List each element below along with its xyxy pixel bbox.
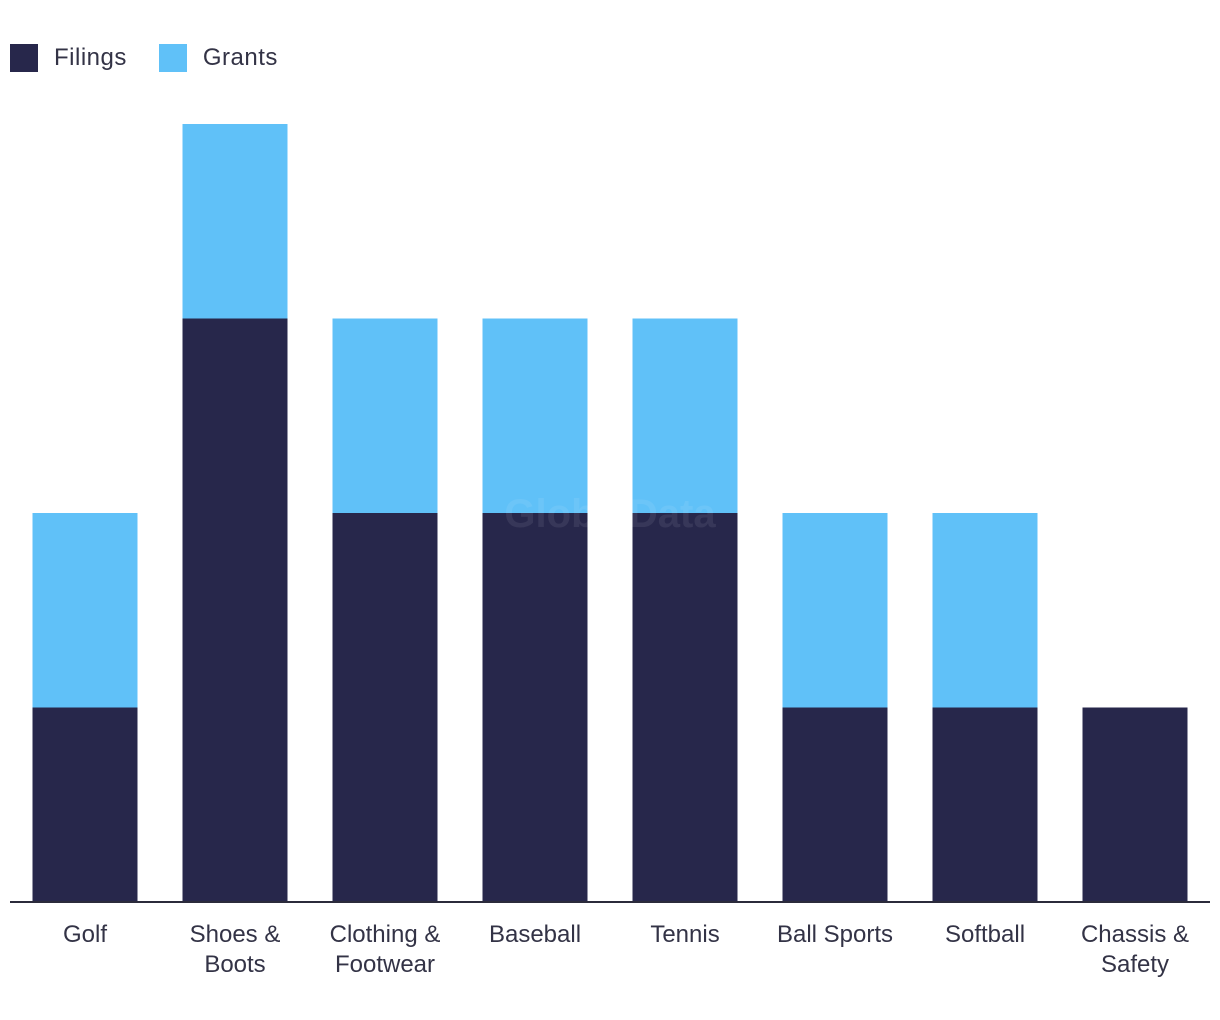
x-axis-labels: Golf Shoes & Boots Clothing & Footwear Baseba… <box>63 921 1189 978</box>
x-tick-label-line: Chassis & <box>1081 921 1189 948</box>
legend-label-filings: Filings <box>54 44 127 71</box>
x-tick-label-shoes-boots: Shoes & Boots <box>190 921 281 978</box>
x-tick-label-line: Tennis <box>650 921 719 948</box>
legend: Filings Grants <box>10 44 310 72</box>
bar-grants-baseball[interactable] <box>482 318 588 514</box>
bar-grants-shoes-boots[interactable] <box>182 124 288 319</box>
x-tick-label-tennis: Tennis <box>650 921 719 948</box>
x-tick-label-line: Golf <box>63 921 107 948</box>
x-tick-label-line: Ball Sports <box>777 921 893 948</box>
bar-filings-shoes-boots[interactable] <box>182 318 288 903</box>
bar-grants-softball[interactable] <box>932 513 1038 708</box>
x-tick-label-line: Footwear <box>335 951 435 978</box>
x-tick-label-line: Softball <box>945 921 1025 948</box>
bar-filings-golf[interactable] <box>32 707 138 903</box>
bar-filings-chassis-safety[interactable] <box>1082 707 1188 903</box>
x-tick-label-chassis-safety: Chassis & Safety <box>1081 921 1189 978</box>
x-tick-label-clothing-footwear: Clothing & Footwear <box>330 921 441 978</box>
bar-filings-clothing-footwear[interactable] <box>332 513 438 902</box>
x-tick-label-baseball: Baseball <box>489 921 581 948</box>
x-tick-label-ball-sports: Ball Sports <box>777 921 893 948</box>
legend-label-grants: Grants <box>202 44 278 71</box>
legend-item-filings[interactable]: Filings <box>10 44 127 72</box>
x-tick-label-line: Safety <box>1101 951 1169 978</box>
bar-grants-golf[interactable] <box>32 513 138 708</box>
bars-layer <box>32 124 1188 903</box>
bar-grants-tennis[interactable] <box>632 318 738 514</box>
x-tick-label-golf: Golf <box>63 921 107 948</box>
x-tick-label-line: Clothing & <box>330 921 441 948</box>
x-tick-label-line: Boots <box>204 951 265 978</box>
bar-grants-ball-sports[interactable] <box>782 513 888 708</box>
legend-swatch-grants <box>158 44 187 72</box>
legend-item-grants[interactable]: Grants <box>158 44 278 72</box>
x-tick-label-line: Baseball <box>489 921 581 948</box>
watermark: GlobalData <box>504 492 716 536</box>
x-tick-label-softball: Softball <box>945 921 1025 948</box>
x-tick-label-line: Shoes & <box>190 921 281 948</box>
legend-swatch-filings <box>10 44 38 72</box>
bar-filings-baseball[interactable] <box>482 513 588 902</box>
bar-filings-ball-sports[interactable] <box>782 707 888 903</box>
bar-filings-softball[interactable] <box>932 707 1038 903</box>
bar-grants-clothing-footwear[interactable] <box>332 318 438 514</box>
bar-filings-tennis[interactable] <box>632 513 738 902</box>
